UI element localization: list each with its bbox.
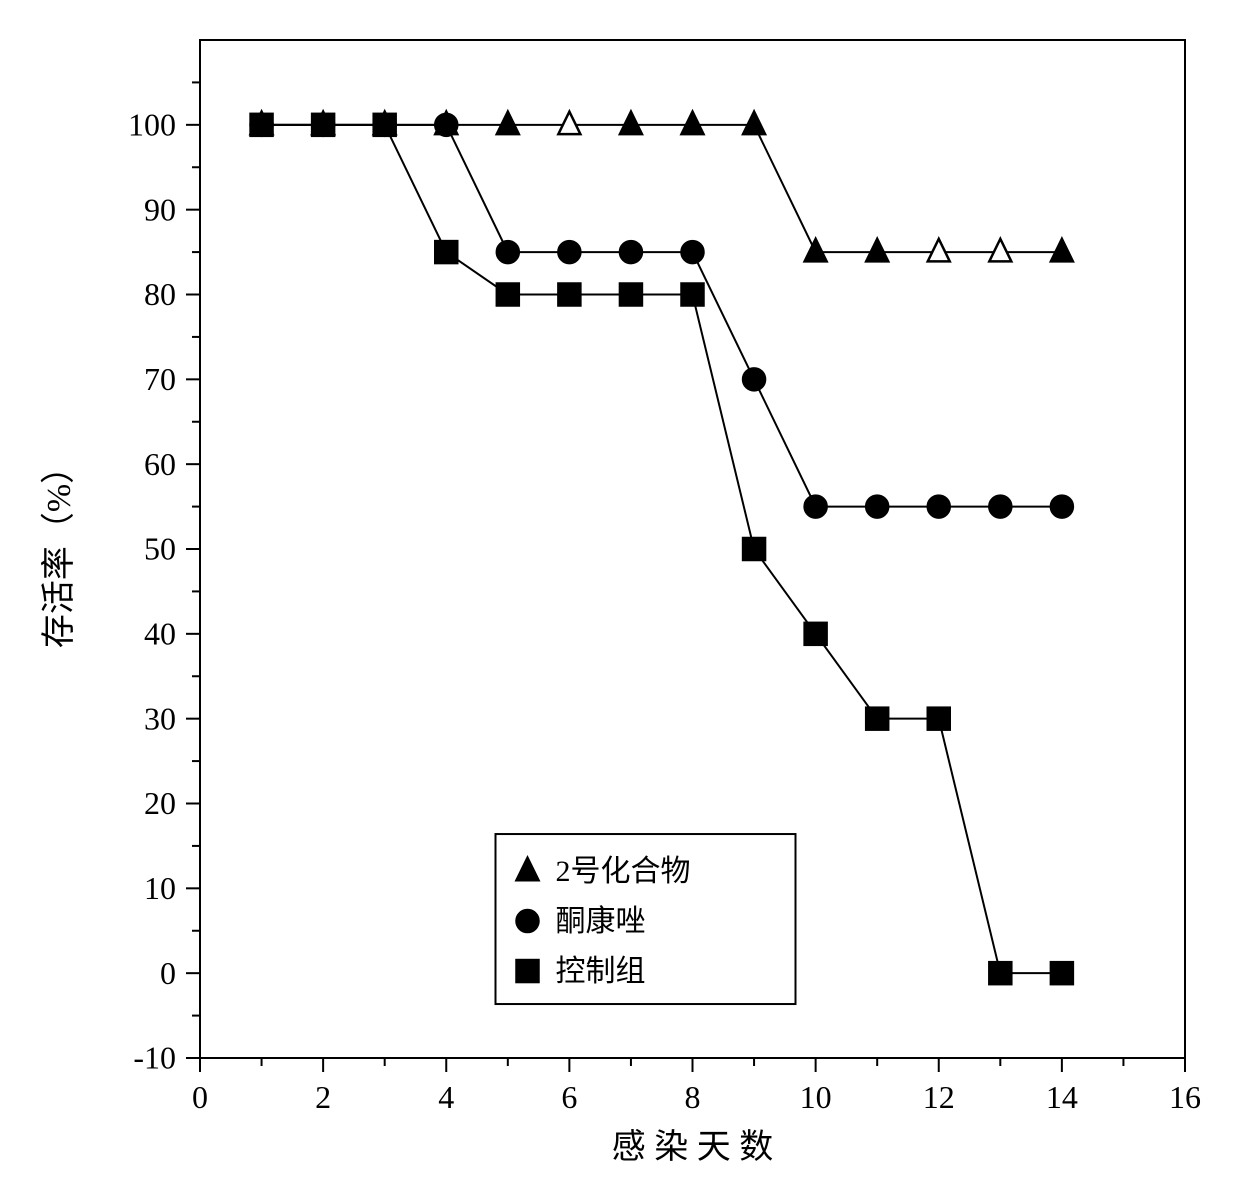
y-tick-label: 20 — [144, 785, 176, 821]
x-axis-label: 感 染 天 数 — [612, 1128, 774, 1166]
y-tick-label: 90 — [144, 191, 176, 227]
y-tick-label: 0 — [160, 955, 176, 991]
y-tick-label: 70 — [144, 361, 176, 397]
legend: 2号化合物酮康唑控制组 — [496, 834, 796, 1004]
y-tick-label: 100 — [128, 107, 176, 143]
y-tick-label: 40 — [144, 616, 176, 652]
x-tick-label: 10 — [800, 1079, 832, 1115]
x-tick-label: 14 — [1046, 1079, 1078, 1115]
legend-label: 2号化合物 — [556, 855, 691, 888]
legend-label: 酮康唑 — [556, 905, 646, 938]
y-tick-label: 60 — [144, 446, 176, 482]
x-tick-label: 2 — [315, 1079, 331, 1115]
y-tick-label: 30 — [144, 700, 176, 736]
y-tick-label: 80 — [144, 276, 176, 312]
y-tick-label: 10 — [144, 870, 176, 906]
y-tick-label: -10 — [133, 1040, 176, 1076]
x-tick-label: 6 — [561, 1079, 577, 1115]
x-tick-label: 4 — [438, 1079, 454, 1115]
survival-chart: 0 2 4 6 8 10 12 14 16 -10 0 10 20 30 40 50 60 70 80 90 100 感 … — [0, 0, 1245, 1198]
y-axis-label: 存活率（%） — [40, 450, 78, 648]
x-tick-label: 0 — [192, 1079, 208, 1115]
y-tick-label: 50 — [144, 531, 176, 567]
x-tick-label: 16 — [1169, 1079, 1201, 1115]
x-tick-label: 12 — [923, 1079, 955, 1115]
legend-label: 控制组 — [556, 955, 646, 988]
x-tick-label: 8 — [685, 1079, 701, 1115]
